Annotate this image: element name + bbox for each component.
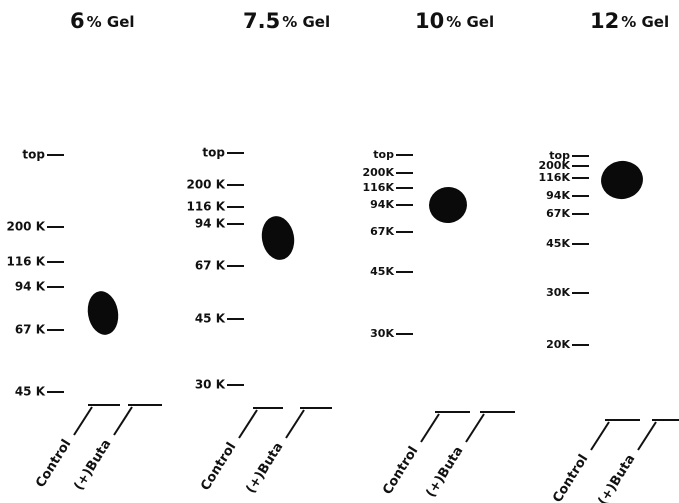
marker-label: 116 K: [6, 255, 45, 269]
gel-unit: % Gel: [87, 13, 135, 31]
marker-label: 116K: [363, 181, 395, 194]
panel-title: 12% Gel: [590, 9, 669, 33]
protein-band: [84, 289, 121, 338]
marker-label: 45 K: [15, 385, 46, 399]
marker-label: 30K: [546, 286, 570, 299]
marker-label: top: [22, 148, 45, 162]
protein-band: [426, 184, 470, 226]
lane-diag: [286, 410, 304, 438]
panel-title: 7.5% Gel: [243, 9, 330, 33]
marker-label: 94K: [546, 189, 570, 202]
gel-percent: 10: [415, 9, 444, 33]
lane-diag: [466, 414, 484, 442]
marker-label: top: [373, 148, 394, 161]
lane-diag: [638, 422, 656, 450]
lane-label: (+)Buta: [423, 444, 466, 500]
marker-label: 67 K: [15, 323, 46, 337]
marker-label: 30K: [370, 327, 394, 340]
lane-label: (+)Buta: [71, 437, 114, 493]
marker-label: 200 K: [6, 220, 45, 234]
marker-label: 45K: [546, 237, 570, 250]
gel-percent: 6: [70, 9, 85, 33]
marker-label: 94 K: [195, 217, 226, 231]
lane-label: Control: [380, 444, 421, 498]
lane-diag: [239, 410, 257, 438]
panel-title: 10% Gel: [415, 9, 494, 33]
lane-label: Control: [198, 440, 239, 494]
lane-diag: [421, 414, 439, 442]
protein-band: [598, 158, 646, 203]
marker-label: 67K: [546, 207, 570, 220]
figure: 6% Geltop200 K116 K94 K67 K45 KControl(+…: [0, 0, 679, 503]
lane-label: Control: [33, 437, 74, 491]
marker-label: 67 K: [195, 259, 226, 273]
marker-label: 116 K: [186, 200, 225, 214]
lane-diag: [74, 407, 92, 435]
protein-band: [258, 214, 297, 263]
marker-label: 94K: [370, 198, 394, 211]
gel-unit: % Gel: [282, 13, 330, 31]
gel-percent: 7.5: [243, 9, 280, 33]
marker-label: top: [202, 146, 225, 160]
gel-unit: % Gel: [621, 13, 669, 31]
marker-label: 200 K: [186, 178, 225, 192]
marker-label: 67K: [370, 225, 394, 238]
marker-label: 20K: [546, 338, 570, 351]
lane-label: (+)Buta: [595, 452, 638, 503]
panel-title: 6% Gel: [70, 9, 135, 33]
marker-label: 200K: [363, 166, 395, 179]
marker-label: 94 K: [15, 280, 46, 294]
lane-diag: [591, 422, 609, 450]
gel-percent: 12: [590, 9, 619, 33]
marker-label: 116K: [539, 171, 571, 184]
marker-label: 30 K: [195, 378, 226, 392]
marker-label: 45K: [370, 265, 394, 278]
marker-label: 45 K: [195, 312, 226, 326]
lane-label: Control: [550, 452, 591, 503]
gel-unit: % Gel: [446, 13, 494, 31]
lane-label: (+)Buta: [243, 440, 286, 496]
lane-diag: [114, 407, 132, 435]
